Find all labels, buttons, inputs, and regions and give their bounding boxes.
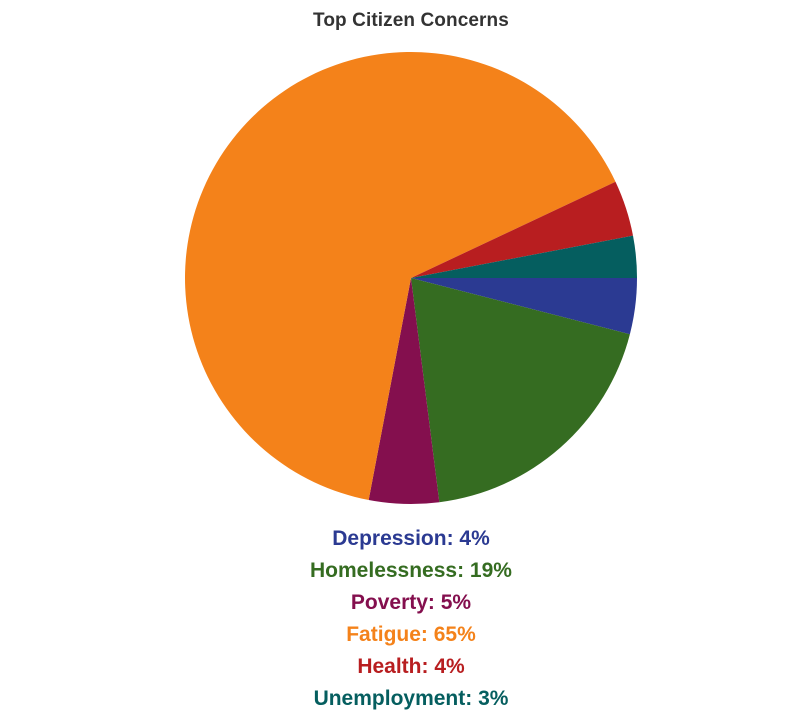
legend-item-homelessness: Homelessness: 19%: [310, 559, 512, 582]
legend-item-fatigue: Fatigue: 65%: [346, 623, 476, 646]
legend: Depression: 4% Homelessness: 19% Poverty: …: [0, 523, 806, 715]
pie-chart: [185, 52, 637, 505]
legend-item-poverty: Poverty: 5%: [350, 591, 472, 614]
legend-item-health: Health: 4%: [357, 655, 465, 678]
legend-item-depression: Depression: 4%: [332, 527, 490, 550]
pie-slice-depression: [411, 278, 637, 335]
pie-slice-fatigue: [185, 52, 616, 501]
pie-slice-homelessness: [411, 278, 630, 503]
pie-slice-health: [411, 181, 633, 278]
pie-slice-unemployment: [411, 235, 637, 278]
chart-title: Top Citizen Concerns: [313, 10, 509, 31]
legend-item-unemployment: Unemployment: 3%: [313, 687, 509, 710]
pie-slice-poverty: [368, 278, 440, 505]
